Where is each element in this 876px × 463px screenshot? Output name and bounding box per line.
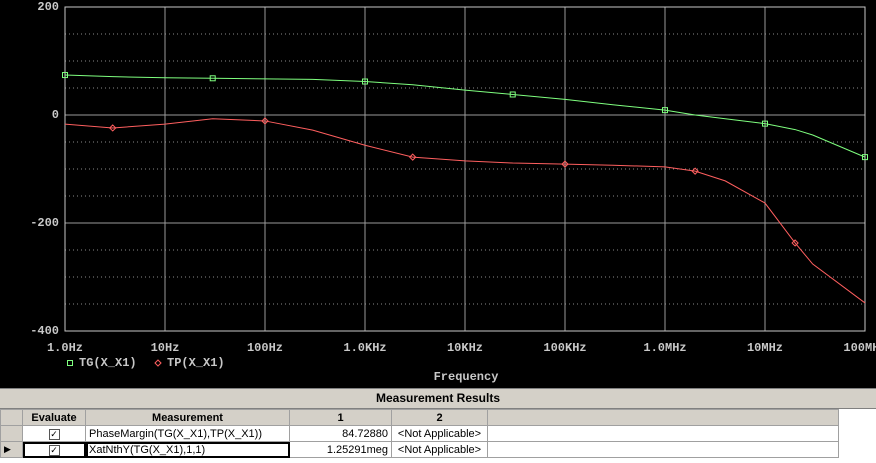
measurement-table: Evaluate Measurement 1 2 ✓ PhaseMargin(T… <box>0 409 839 458</box>
data-point <box>362 78 368 85</box>
cell: PhaseMargin(TG(X_X1),TP(X_X1)) <box>85 425 290 442</box>
row-selector[interactable] <box>0 425 23 442</box>
row-header <box>0 409 23 426</box>
data-point <box>561 160 569 168</box>
checkbox[interactable]: ✓ <box>48 444 60 456</box>
plot-frame <box>64 6 866 332</box>
cell: 84.72880 <box>289 425 392 442</box>
cell <box>487 441 839 458</box>
data-point <box>109 124 117 132</box>
data-point <box>691 167 699 175</box>
x-tick-label: 10MHz <box>747 341 783 355</box>
plot-background <box>0 0 876 388</box>
y-tick-label: 200 <box>37 0 59 14</box>
checkbox[interactable]: ✓ <box>48 428 60 440</box>
cell <box>487 425 839 442</box>
data-point <box>62 72 68 79</box>
x-tick-label: 100Hz <box>247 341 283 355</box>
legend-label: TG(X_X1) <box>79 356 137 370</box>
data-point <box>509 91 516 98</box>
y-tick-label: -400 <box>30 324 59 338</box>
evaluate-cell[interactable]: ✓ <box>22 441 86 458</box>
cell: <Not Applicable> <box>391 425 488 442</box>
x-tick-label: 100MHz <box>843 341 876 355</box>
x-axis-label: Frequency <box>434 370 499 384</box>
row-selector[interactable]: ▶ <box>0 441 23 458</box>
col-header: Measurement <box>85 409 290 426</box>
y-tick-label: 0 <box>52 108 59 122</box>
legend-marker <box>154 359 162 367</box>
x-tick-label: 10KHz <box>447 341 483 355</box>
legend-label: TP(X_X1) <box>167 356 225 370</box>
data-point <box>791 239 799 247</box>
data-point <box>261 117 269 125</box>
measurement-panel: Measurement Results Evaluate Measurement… <box>0 388 876 463</box>
y-tick-label: -200 <box>30 216 59 230</box>
x-tick-label: 100KHz <box>543 341 586 355</box>
cell: 1.25291meg <box>289 441 392 458</box>
data-point <box>209 75 216 82</box>
col-header: 1 <box>289 409 392 426</box>
x-tick-label: 1.0KHz <box>343 341 386 355</box>
cell: <Not Applicable> <box>391 441 488 458</box>
col-header: Evaluate <box>22 409 86 426</box>
series-line <box>64 74 866 158</box>
plot-window: Frequency -400 -200 0 200 1.0Hz 10Hz 100Hz 1.0K… <box>0 0 876 388</box>
data-point <box>762 120 768 127</box>
series-line <box>64 118 866 304</box>
x-tick-label: 1.0Hz <box>47 341 83 355</box>
legend-marker <box>67 360 73 366</box>
panel-title: Measurement Results <box>0 389 876 409</box>
cell: XatNthY(TG(X_X1),1,1) <box>85 441 290 458</box>
evaluate-cell[interactable]: ✓ <box>22 425 86 442</box>
x-tick-label: 10Hz <box>151 341 180 355</box>
data-point <box>409 153 417 161</box>
col-header: 2 <box>391 409 488 426</box>
data-point <box>662 107 668 114</box>
col-header <box>487 409 839 426</box>
data-point <box>862 154 868 161</box>
x-tick-label: 1.0MHz <box>643 341 686 355</box>
